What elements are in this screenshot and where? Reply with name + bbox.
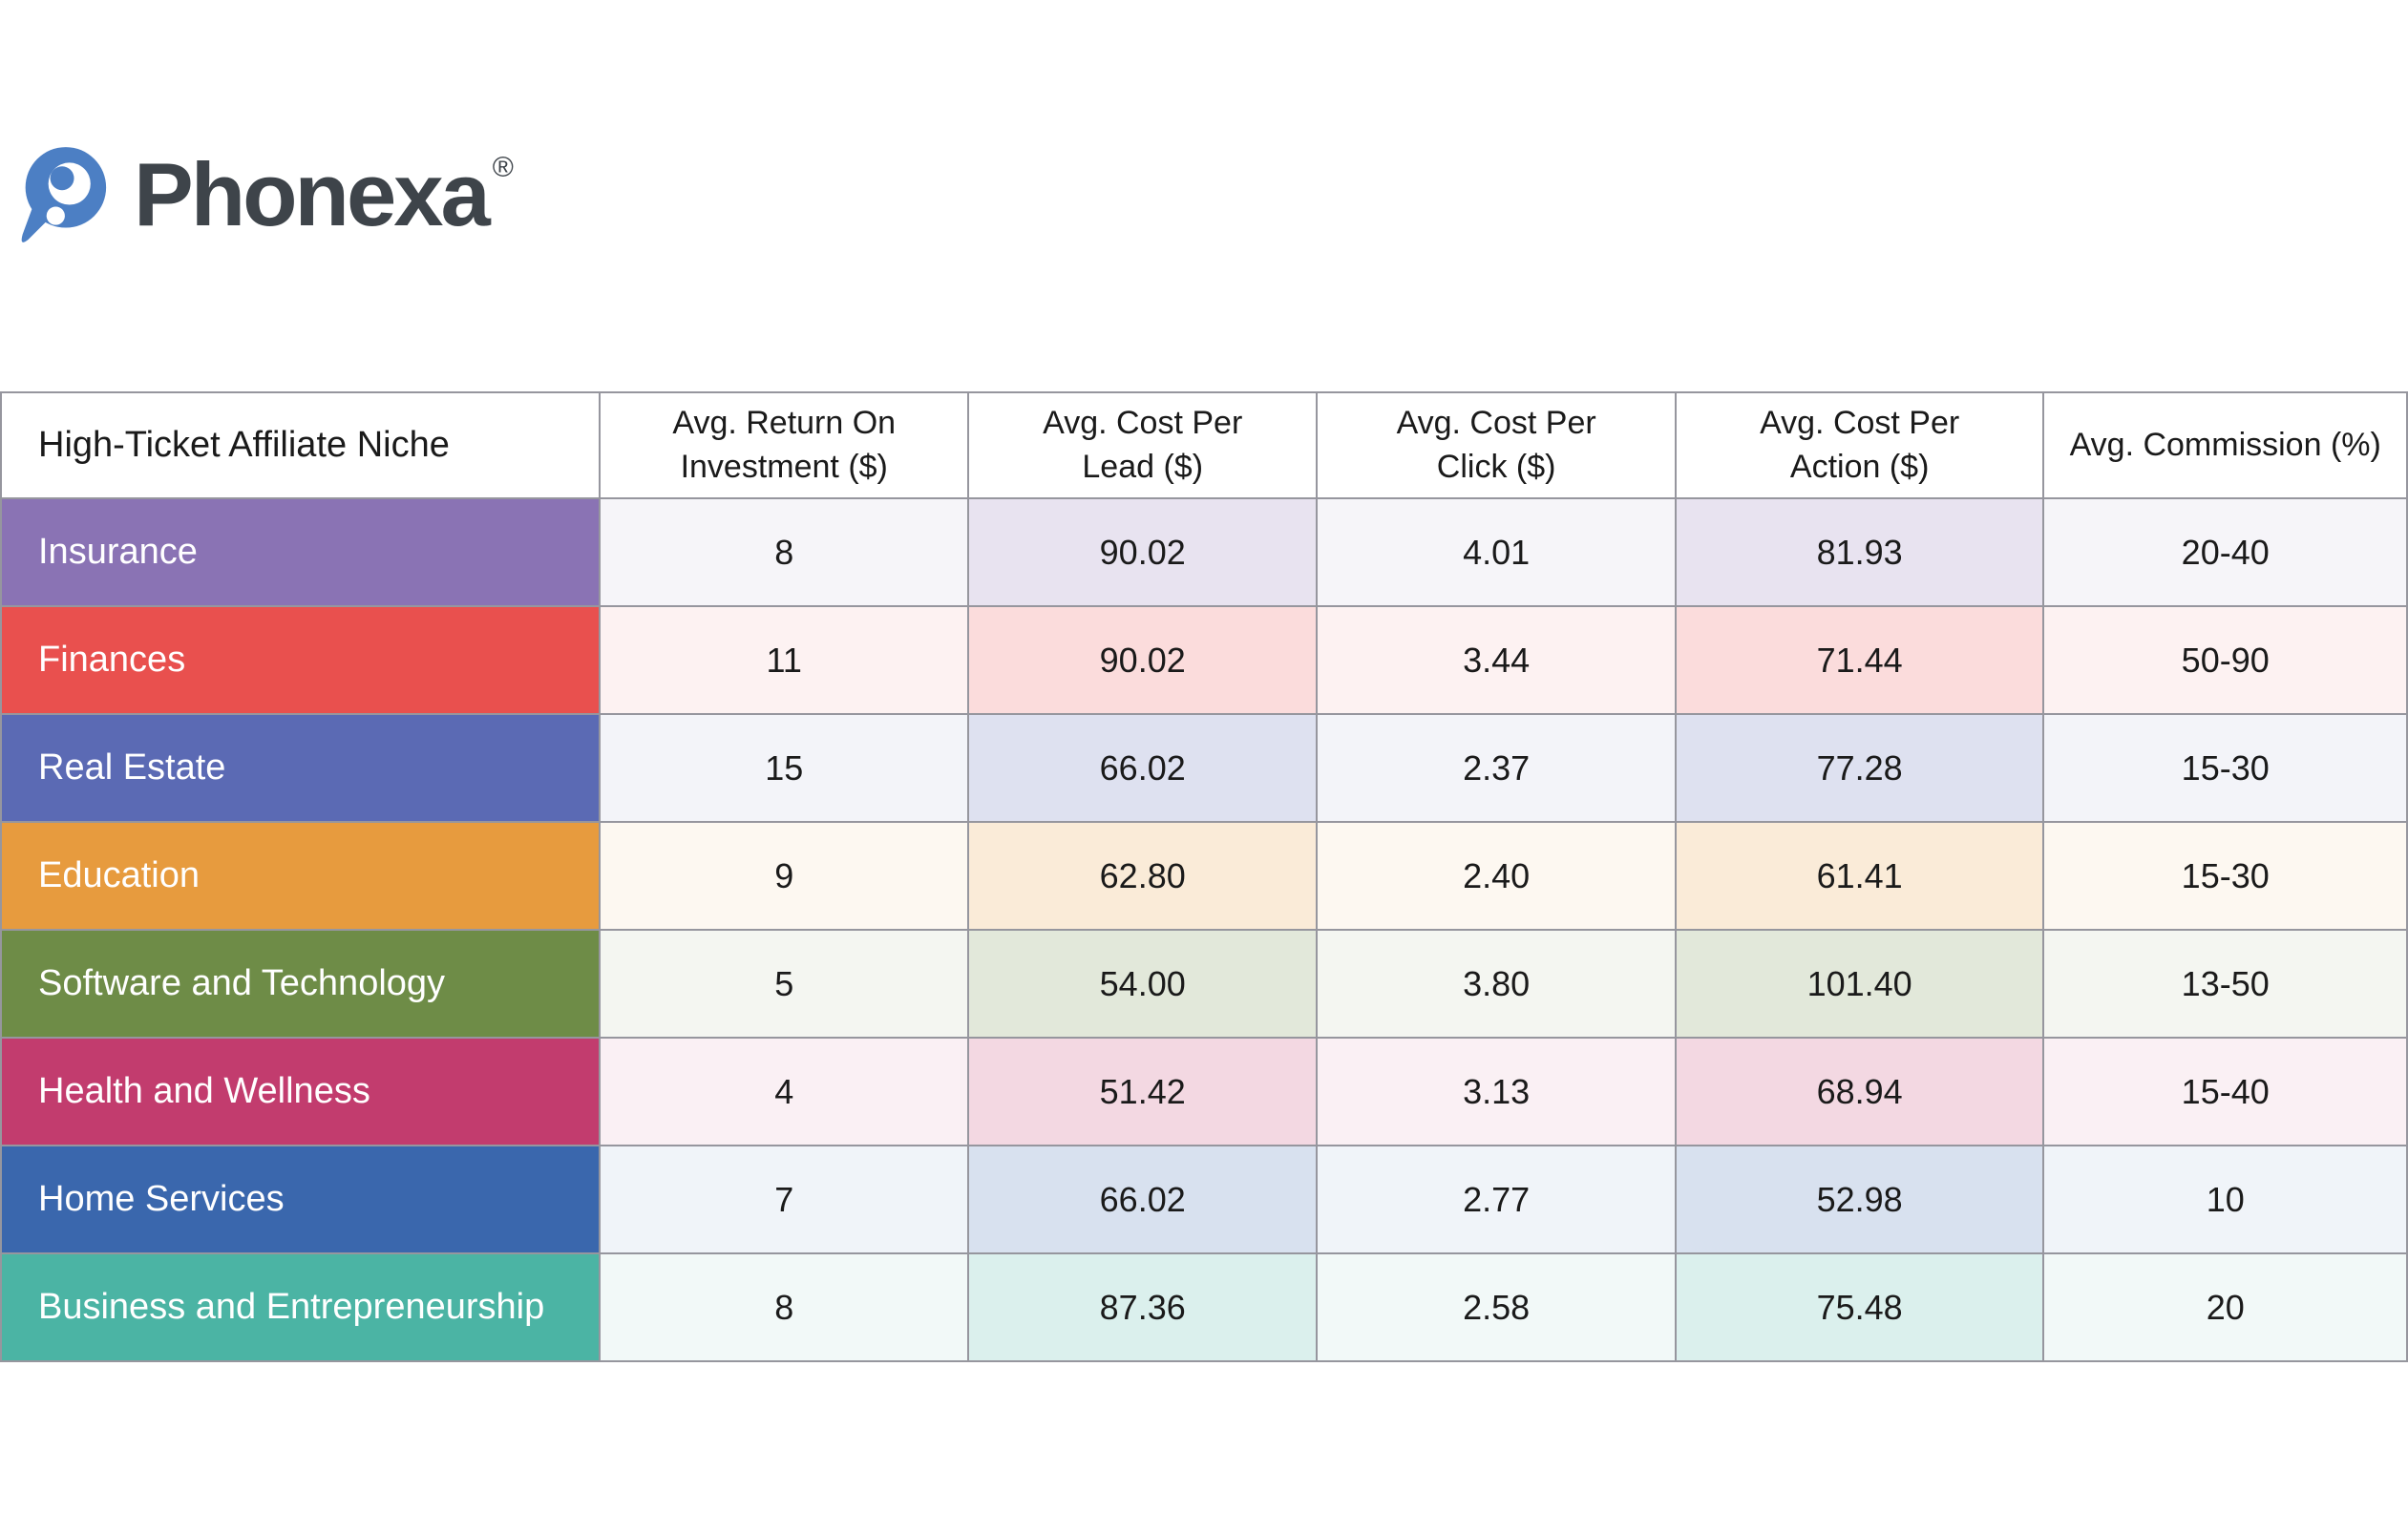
value-cell: 10: [2042, 1145, 2408, 1254]
value-cell: 2.37: [1316, 713, 1677, 823]
value-cell: 5: [599, 929, 970, 1039]
value-cell: 68.94: [1674, 1037, 2045, 1146]
header-row: High-Ticket Affiliate Niche Avg. Return …: [0, 391, 2408, 499]
value-cell: 7: [599, 1145, 970, 1254]
value-cell: 52.98: [1674, 1145, 2045, 1254]
table-row: Finances 11 90.02 3.44 71.44 50-90: [0, 605, 2408, 715]
value-cell: 87.36: [967, 1252, 1319, 1362]
value-cell: 8: [599, 497, 970, 607]
value-cell: 90.02: [967, 497, 1319, 607]
value-cell: 20: [2042, 1252, 2408, 1362]
table-row: Home Services 7 66.02 2.77 52.98 10: [0, 1145, 2408, 1254]
value-cell: 66.02: [967, 713, 1319, 823]
phonexa-logo: Phonexa ®: [17, 143, 514, 246]
value-cell: 13-50: [2042, 929, 2408, 1039]
value-cell: 50-90: [2042, 605, 2408, 715]
table-row: Software and Technology 5 54.00 3.80 101.40 1…: [0, 929, 2408, 1039]
niche-cell: Software and Technology: [0, 929, 602, 1039]
value-cell: 9: [599, 821, 970, 931]
niche-cell: Business and Entrepreneurship: [0, 1252, 602, 1362]
value-cell: 62.80: [967, 821, 1319, 931]
header-avg-cost-per-action: Avg. Cost Per Action ($): [1674, 391, 2045, 499]
table-row: Real Estate 15 66.02 2.37 77.28 15-30: [0, 713, 2408, 823]
value-cell: 81.93: [1674, 497, 2045, 607]
phonexa-pin-icon: [21, 147, 107, 242]
value-cell: 2.40: [1316, 821, 1677, 931]
value-cell: 77.28: [1674, 713, 2045, 823]
value-cell: 3.44: [1316, 605, 1677, 715]
value-cell: 4.01: [1316, 497, 1677, 607]
value-cell: 8: [599, 1252, 970, 1362]
registered-trademark-symbol: ®: [492, 152, 514, 183]
phonexa-wordmark: Phonexa ®: [134, 150, 514, 240]
value-cell: 2.77: [1316, 1145, 1677, 1254]
value-cell: 15: [599, 713, 970, 823]
value-cell: 54.00: [967, 929, 1319, 1039]
value-cell: 51.42: [967, 1037, 1319, 1146]
value-cell: 15-40: [2042, 1037, 2408, 1146]
niche-cell: Real Estate: [0, 713, 602, 823]
niche-cell: Education: [0, 821, 602, 931]
value-cell: 3.13: [1316, 1037, 1677, 1146]
niche-cell: Health and Wellness: [0, 1037, 602, 1146]
table-row: Health and Wellness 4 51.42 3.13 68.94 15-40: [0, 1037, 2408, 1146]
value-cell: 20-40: [2042, 497, 2408, 607]
header-avg-roi: Avg. Return On Investment ($): [599, 391, 970, 499]
brand-name: Phonexa: [134, 144, 491, 244]
value-cell: 2.58: [1316, 1252, 1677, 1362]
value-cell: 66.02: [967, 1145, 1319, 1254]
value-cell: 11: [599, 605, 970, 715]
header-niche: High-Ticket Affiliate Niche: [0, 391, 602, 499]
value-cell: 15-30: [2042, 713, 2408, 823]
niche-cell: Insurance: [0, 497, 602, 607]
value-cell: 3.80: [1316, 929, 1677, 1039]
header-avg-commission: Avg. Commission (%): [2042, 391, 2408, 499]
affiliate-niche-table: High-Ticket Affiliate Niche Avg. Return …: [0, 391, 2408, 1362]
value-cell: 61.41: [1674, 821, 2045, 931]
value-cell: 71.44: [1674, 605, 2045, 715]
table-body: Insurance 8 90.02 4.01 81.93 20-40 Finances 11 9…: [0, 497, 2408, 1362]
value-cell: 90.02: [967, 605, 1319, 715]
table-row: Education 9 62.80 2.40 61.41 15-30: [0, 821, 2408, 931]
table-row: Insurance 8 90.02 4.01 81.93 20-40: [0, 497, 2408, 607]
niche-cell: Home Services: [0, 1145, 602, 1254]
header-avg-cost-per-click: Avg. Cost Per Click ($): [1316, 391, 1677, 499]
niche-cell: Finances: [0, 605, 602, 715]
value-cell: 4: [599, 1037, 970, 1146]
value-cell: 75.48: [1674, 1252, 2045, 1362]
value-cell: 15-30: [2042, 821, 2408, 931]
table-row: Business and Entrepreneurship 8 87.36 2.58 7…: [0, 1252, 2408, 1362]
header-avg-cost-per-lead: Avg. Cost Per Lead ($): [967, 391, 1319, 499]
value-cell: 101.40: [1674, 929, 2045, 1039]
